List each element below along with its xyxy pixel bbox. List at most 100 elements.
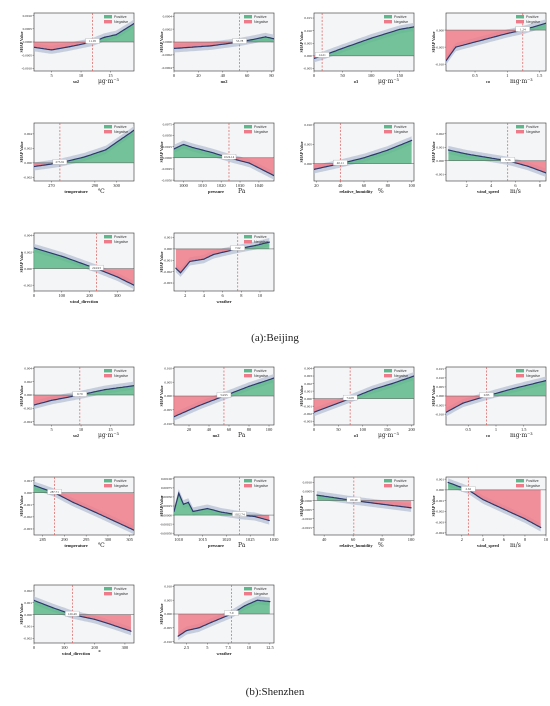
- x-tick-label: 8: [539, 183, 542, 188]
- x-axis-unit: °: [98, 650, 101, 657]
- positive-area: [34, 600, 131, 615]
- data-point: [545, 172, 546, 174]
- legend-positive-swatch: [244, 235, 252, 239]
- x-tick-label: 80: [386, 183, 391, 188]
- data-point: [268, 241, 270, 243]
- y-tick-label: 0.0075: [163, 123, 173, 127]
- x-axis-label: temperature: [64, 543, 87, 548]
- data-point: [206, 507, 208, 510]
- x-axis-unit: ℃: [98, 188, 105, 195]
- legend-positive-label: Positive: [526, 125, 539, 129]
- x-tick-label: 100: [359, 427, 366, 432]
- threshold-label-box: [500, 157, 515, 163]
- x-axis-unit: μg·m⁻³: [98, 78, 120, 85]
- legend-negative-label: Negative: [254, 484, 268, 488]
- y-tick-label: -0.002: [303, 412, 312, 416]
- x-tick-label: 100: [408, 183, 415, 188]
- data-point: [370, 37, 372, 39]
- data-point: [252, 38, 254, 41]
- data-point: [413, 26, 414, 28]
- legend-positive-label: Positive: [114, 125, 127, 129]
- data-point: [178, 492, 180, 494]
- data-point: [210, 621, 213, 623]
- x-axis-unit: μg·m⁻³: [98, 432, 120, 439]
- x-axis-unit: %: [378, 542, 384, 549]
- data-point: [316, 494, 318, 496]
- x-tick-label: 305: [126, 537, 133, 542]
- data-point: [68, 46, 70, 48]
- x-tick-label: 60: [227, 427, 232, 432]
- negative-area: [34, 614, 131, 632]
- y-axis-label: SHAP Value: [159, 31, 164, 52]
- data-point: [203, 258, 205, 260]
- y-tick-label: 0.0000: [163, 156, 173, 160]
- data-point: [133, 22, 134, 25]
- x-tick-label: 1.5: [521, 427, 527, 432]
- legend-negative-label: Negative: [526, 374, 540, 378]
- positive-area: [174, 378, 274, 396]
- x-tick-label: 285: [39, 537, 46, 542]
- legend-negative-swatch: [384, 130, 392, 134]
- x-tick-label: 100: [408, 537, 415, 542]
- data-point: [248, 162, 251, 164]
- x-tick-label: 2: [466, 183, 468, 188]
- shap-line: [314, 139, 412, 170]
- x-tick-label: 15: [108, 73, 113, 78]
- positive-area: [178, 600, 270, 614]
- legend-positive-label: Positive: [254, 369, 267, 373]
- x-tick-label: 100: [266, 427, 273, 432]
- x-tick-label: 300: [122, 645, 129, 650]
- threshold-label: 60.49: [350, 498, 358, 502]
- x-tick-label: 100: [61, 645, 68, 650]
- threshold-label: 74.08: [347, 396, 355, 400]
- data-point: [254, 515, 256, 518]
- negative-area: [174, 515, 270, 521]
- x-axis-label: so2: [73, 79, 79, 84]
- legend-positive-label: Positive: [114, 479, 127, 483]
- legend-positive-swatch: [104, 235, 112, 239]
- positive-area: [34, 23, 134, 42]
- data-point: [455, 46, 457, 48]
- data-point: [192, 146, 194, 149]
- y-axis-label: SHAP Value: [431, 31, 436, 52]
- legend-positive-swatch: [244, 125, 252, 129]
- x-tick-label: 5: [51, 73, 54, 78]
- threshold-label: 1.24: [520, 27, 526, 31]
- data-point: [447, 149, 450, 151]
- y-tick-label: 0.0000: [23, 40, 33, 44]
- x-axis-label: wind_speed: [477, 189, 500, 194]
- x-axis-label: pressure: [208, 189, 224, 194]
- x-axis-unit: Pa: [238, 188, 246, 195]
- data-point: [51, 49, 53, 51]
- x-tick-label: 6: [503, 537, 506, 542]
- y-tick-label: -0.0010: [22, 67, 33, 71]
- data-point: [399, 28, 401, 30]
- x-tick-label: 6: [514, 183, 517, 188]
- legend-positive-swatch: [384, 479, 392, 483]
- positive-area: [314, 376, 414, 399]
- x-tick-label: 0.5: [472, 73, 478, 78]
- data-point: [130, 630, 132, 632]
- x-tick-label: 1010: [198, 183, 208, 188]
- legend-negative-label: Negative: [394, 130, 408, 134]
- data-point: [410, 507, 412, 509]
- y-tick-label: -0.0004: [162, 66, 173, 70]
- x-tick-label: 100: [368, 73, 375, 78]
- y-tick-label: 0.0000: [303, 499, 313, 503]
- legend-positive-label: Positive: [394, 15, 407, 19]
- data-point: [527, 165, 529, 167]
- x-tick-label: 10: [79, 73, 84, 78]
- x-tick-label: 2.5: [184, 645, 190, 650]
- x-tick-label: 6: [221, 293, 224, 298]
- data-point: [512, 388, 514, 390]
- shap-line: [448, 149, 546, 174]
- threshold-label: 9.79: [77, 392, 83, 396]
- legend-negative-label: Negative: [114, 484, 128, 488]
- legend-positive-label: Positive: [114, 369, 127, 373]
- legend-positive-swatch: [244, 587, 252, 591]
